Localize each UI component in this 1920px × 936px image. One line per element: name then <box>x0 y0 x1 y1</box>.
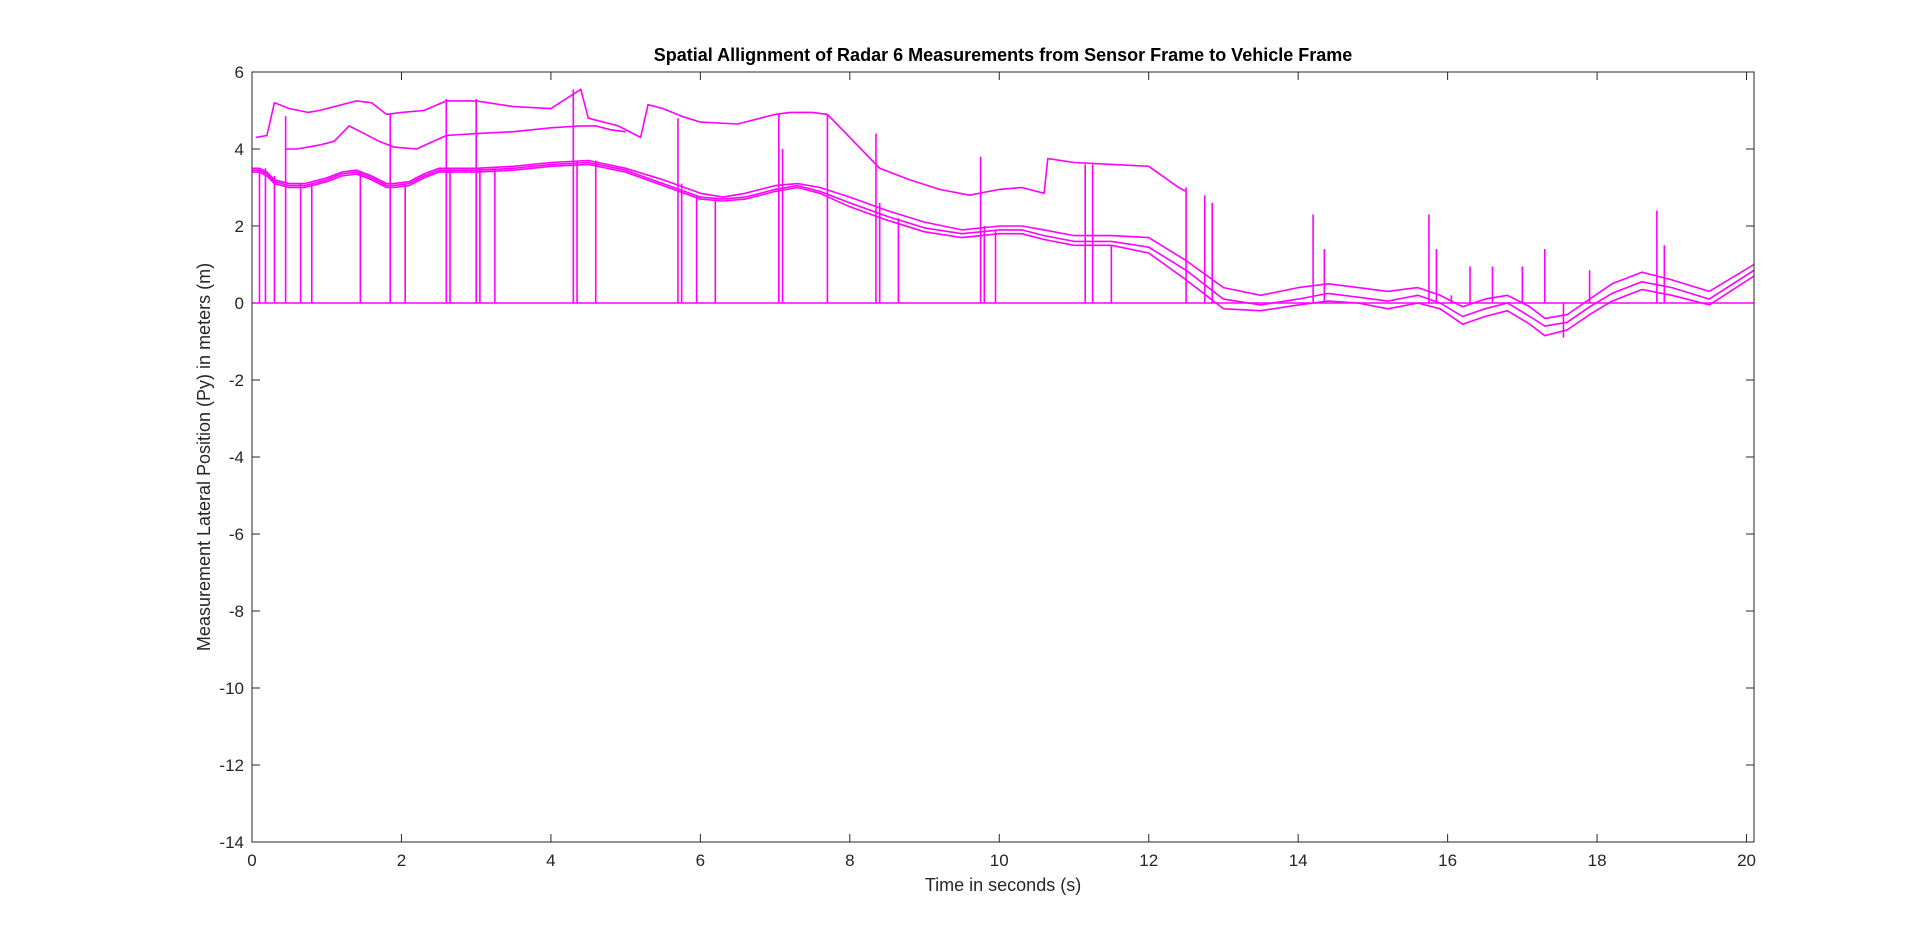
y-axis-label: Measurement Lateral Position (Py) in met… <box>194 263 214 651</box>
x-tick-label: 8 <box>845 851 854 870</box>
y-axis-ticks: -14 -12 -10 -8 -6 -4 -2 0 2 4 6 <box>219 63 1754 852</box>
y-tick-label: -12 <box>219 756 244 775</box>
x-tick-label: 10 <box>990 851 1009 870</box>
y-tick-label: 2 <box>235 217 244 236</box>
y-tick-label: -14 <box>219 833 244 852</box>
y-tick-label: 4 <box>235 140 244 159</box>
plot-frame <box>251 71 1755 843</box>
chart-title: Spatial Allignment of Radar 6 Measuremen… <box>654 45 1353 65</box>
x-axis-label: Time in seconds (s) <box>925 875 1081 895</box>
x-axis-ticks: 0 2 4 6 8 10 12 14 16 18 20 <box>247 72 1756 870</box>
series-line-2 <box>252 161 1755 327</box>
y-tick-label: -4 <box>229 448 244 467</box>
x-tick-label: 20 <box>1737 851 1756 870</box>
y-tick-label: 0 <box>235 294 244 313</box>
x-tick-label: 16 <box>1438 851 1457 870</box>
series-line-4 <box>255 88 1187 196</box>
x-tick-label: 0 <box>247 851 256 870</box>
y-tick-label: -6 <box>229 525 244 544</box>
x-tick-label: 6 <box>696 851 705 870</box>
x-tick-label: 4 <box>546 851 555 870</box>
series-layer <box>252 88 1755 338</box>
plot-background <box>252 72 1754 842</box>
series-line-3 <box>252 163 1755 337</box>
y-tick-label: -8 <box>229 602 244 621</box>
x-tick-label: 12 <box>1139 851 1158 870</box>
y-tick-label: 6 <box>235 63 244 82</box>
x-tick-label: 2 <box>397 851 406 870</box>
series-line-5 <box>285 125 626 150</box>
x-tick-label: 14 <box>1289 851 1308 870</box>
y-tick-label: -2 <box>229 371 244 390</box>
y-tick-label: -10 <box>219 679 244 698</box>
x-tick-label: 18 <box>1588 851 1607 870</box>
